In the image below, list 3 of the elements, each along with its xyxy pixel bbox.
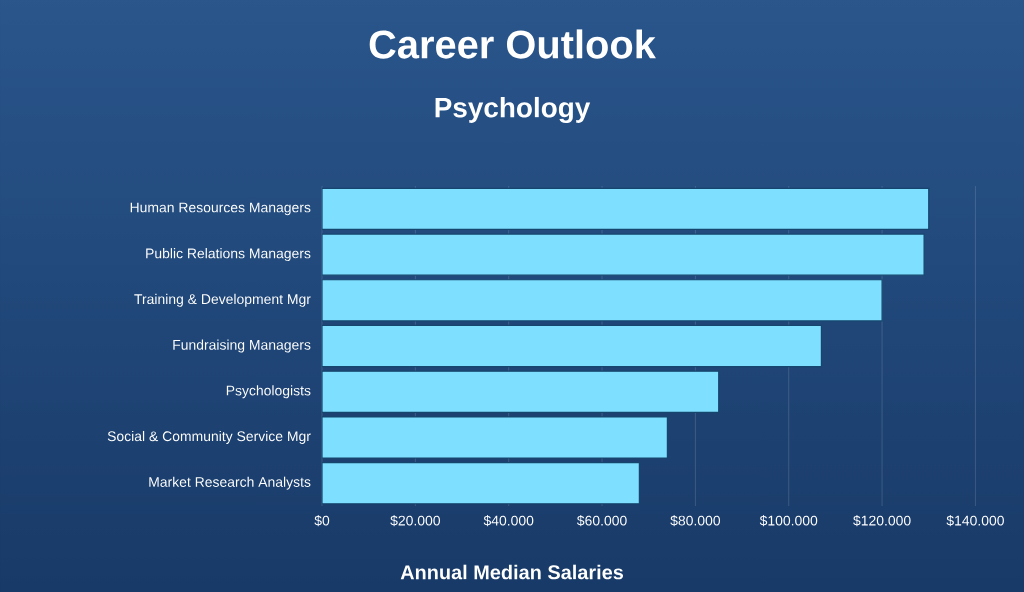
x-axis-title: Annual Median Salaries [400, 564, 624, 580]
chart-subtitle: Psychology [435, 96, 591, 124]
chart-title: Career Outlook [369, 29, 656, 59]
